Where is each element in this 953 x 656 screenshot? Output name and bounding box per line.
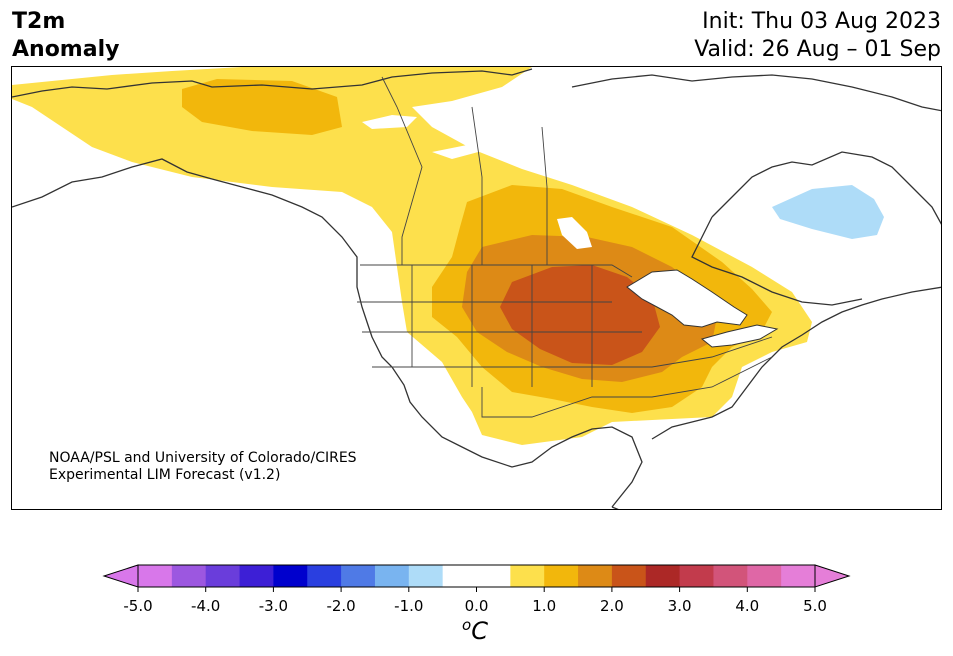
colorbar-tick-label: 1.0 [532, 597, 557, 615]
colorbar-segment [578, 565, 613, 587]
colorbar-segment [341, 565, 376, 587]
colorbar-segment [273, 565, 308, 587]
colorbar-segment [645, 565, 681, 587]
colorbar-segment [171, 565, 207, 587]
colorbar-tick-label: -5.0 [123, 597, 153, 615]
colorbar-tick-label: 4.0 [735, 597, 760, 615]
colorbar-tick-label: 0.0 [464, 597, 489, 615]
valid-date: Valid: 26 Aug – 01 Sep [694, 37, 941, 62]
title-line-2: Anomaly [12, 37, 120, 62]
unit-superscript: o [462, 616, 472, 634]
init-date: Init: Thu 03 Aug 2023 [702, 9, 941, 34]
anomaly-region-blue [772, 185, 884, 239]
colorbar-segment [611, 565, 647, 587]
colorbar-tick-label: 2.0 [599, 597, 624, 615]
anomaly-region-redorange [500, 265, 660, 365]
colorbar-segment [205, 565, 241, 587]
colorbar-extend-high [814, 564, 851, 588]
colorbar-tick-label: 5.0 [803, 597, 827, 615]
lake-patch [432, 145, 482, 159]
colorbar-tick-label: -2.0 [326, 597, 356, 615]
forecast-dates: Init: Thu 03 Aug 2023 Valid: 26 Aug – 01… [694, 8, 941, 64]
political-borders [357, 76, 773, 418]
colorbar-segment [747, 565, 782, 587]
colorbar-unit: oC [462, 616, 488, 645]
coastlines [12, 68, 941, 509]
anomaly-map [11, 66, 942, 510]
colorbar-tick-label: -3.0 [258, 597, 289, 615]
colorbar-segment [544, 565, 579, 587]
colorbar-segment [510, 565, 545, 587]
colorbar-segment [442, 565, 477, 587]
colorbar-extend-low [102, 564, 139, 588]
colorbar-tick-label: -1.0 [394, 597, 424, 615]
great-lakes [700, 324, 779, 348]
colorbar-segment [138, 565, 173, 587]
colorbar-tick-label: -4.0 [191, 597, 221, 615]
credit-line-1: NOAA/PSL and University of Colorado/CIRE… [49, 450, 357, 466]
colorbar-segment [781, 565, 816, 587]
lake-patch [362, 115, 417, 129]
colorbar-segment [307, 565, 342, 587]
colorbar-segment [408, 565, 444, 587]
lake-patch [557, 217, 592, 249]
colorbar-segment [476, 565, 511, 587]
credit-text: NOAA/PSL and University of Colorado/CIRE… [49, 450, 357, 484]
credit-line-2: Experimental LIM Forecast (v1.2) [49, 467, 281, 483]
great-lakes [626, 269, 748, 328]
colorbar-tick-label: 3.0 [667, 597, 692, 615]
map-canvas [12, 67, 941, 509]
title-line-1: T2m [12, 9, 66, 34]
colorbar-segment [713, 565, 748, 587]
colorbar-segment [239, 565, 274, 587]
colorbar-segment [374, 565, 410, 587]
colorbar-segment [679, 565, 714, 587]
map-title: T2m Anomaly [12, 8, 119, 64]
unit-letter: C [471, 617, 488, 645]
